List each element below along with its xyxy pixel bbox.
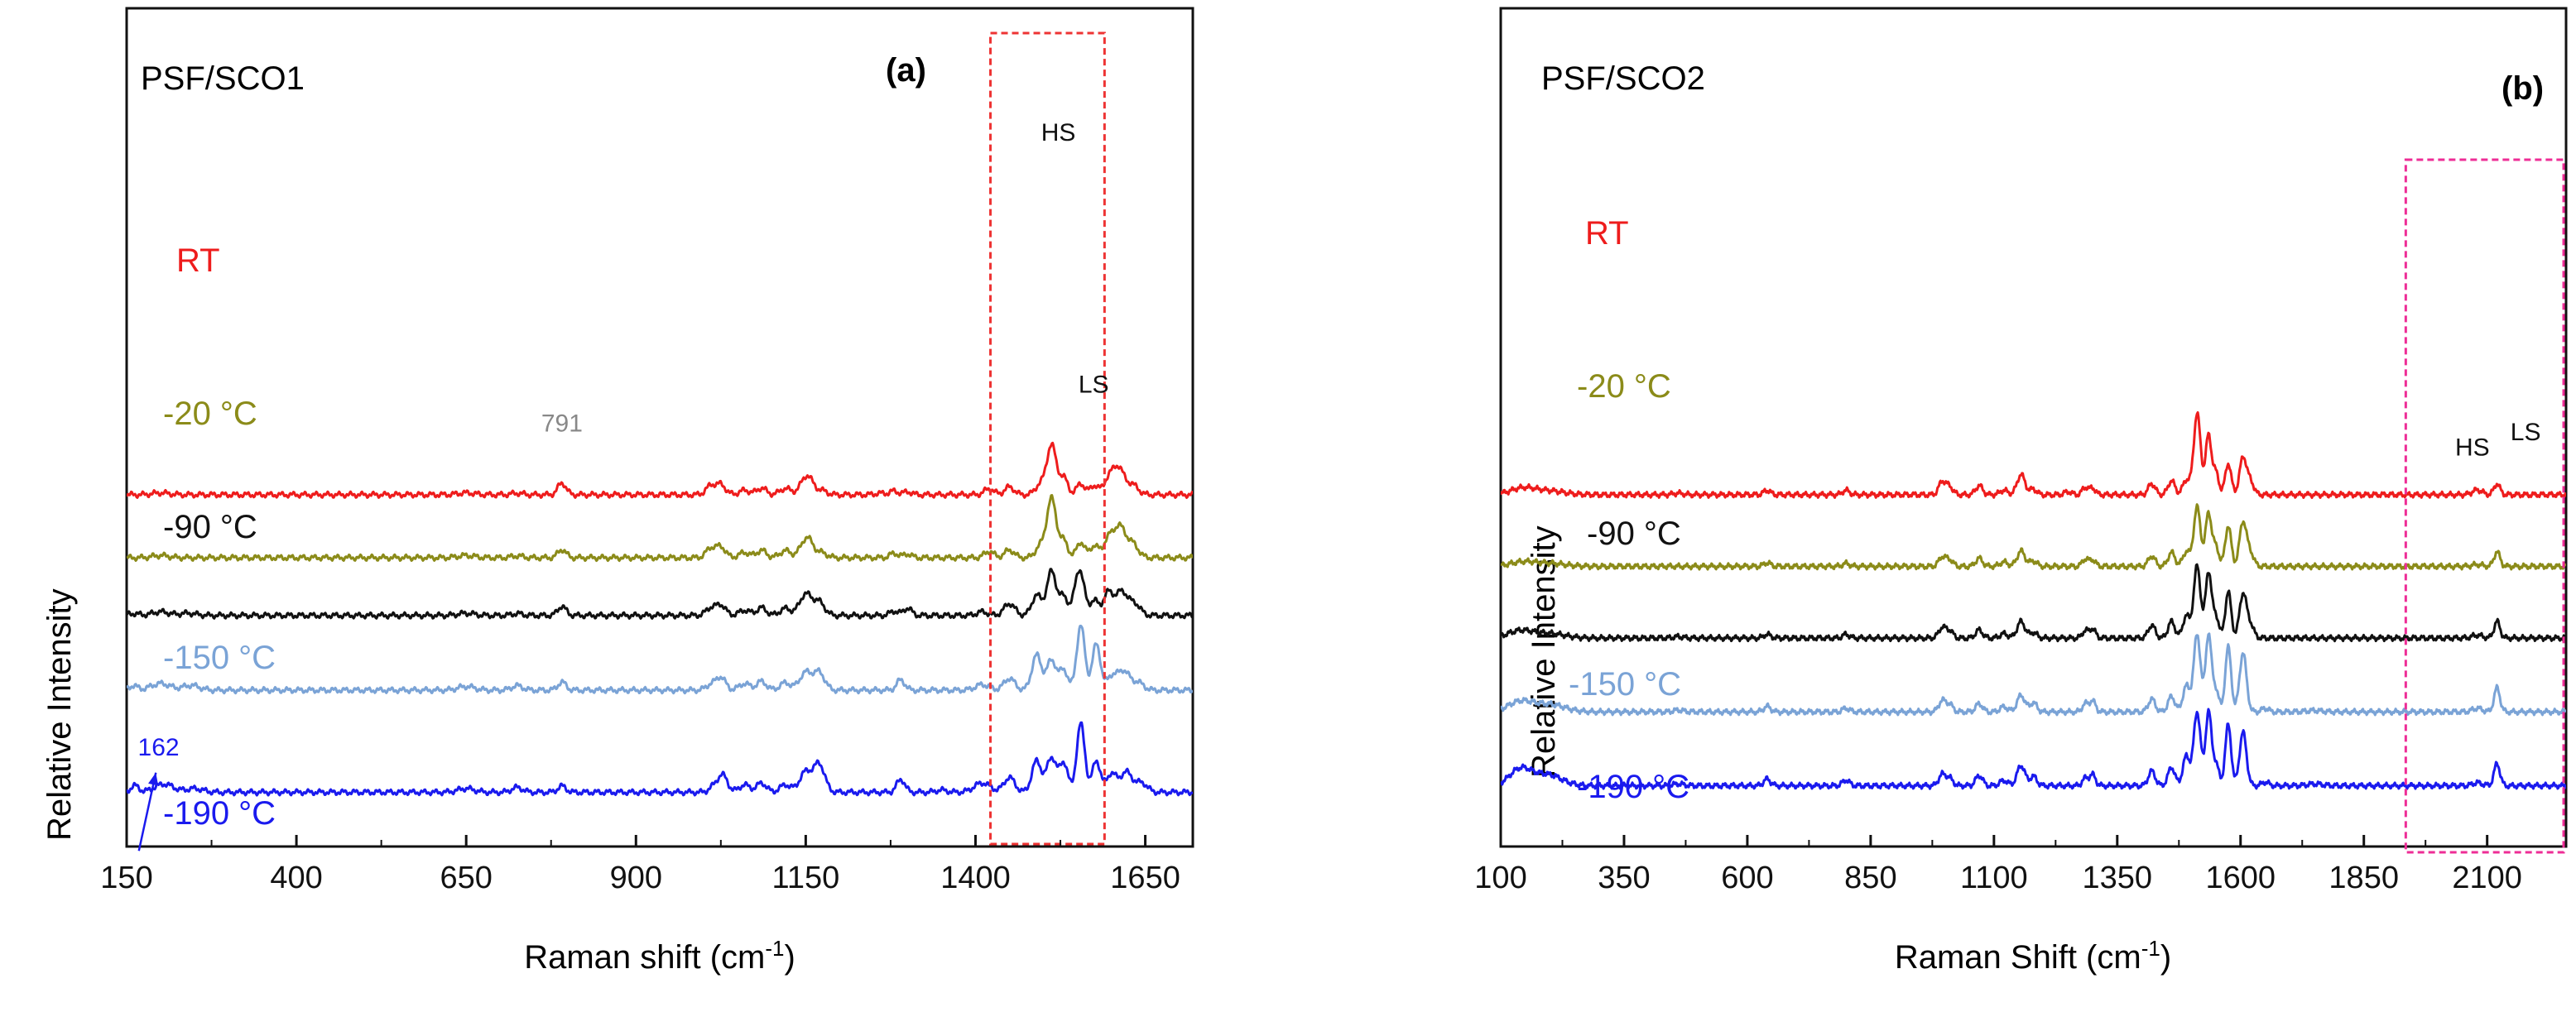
series-label-a-5: -190 °C [163, 795, 276, 832]
series-line-b-4 [1501, 632, 2566, 717]
series-label-b-1: RT [1585, 215, 1629, 252]
x-tick-label: 1150 [772, 861, 840, 895]
x-tick-label: 1350 [2083, 861, 2153, 895]
x-tick-label: 150 [100, 861, 152, 895]
x-ticks-a: 150 400 650 900 1150 1400 1650 [100, 835, 1180, 895]
series-label-b-4: -150 °C [1569, 666, 1681, 703]
plot-area-b: RT -20 °C -90 °C -150 °C -190 °C HS LS [1501, 158, 2566, 854]
annotation-ls: LS [1079, 372, 1109, 399]
x-tick-label: 400 [270, 861, 322, 895]
panel-label-a: (a) [886, 52, 926, 89]
series-line-a-3 [127, 568, 1193, 620]
sample-label-a: PSF/SCO1 [141, 60, 305, 97]
x-axis-label-a: Raman shift (cm-1) [524, 936, 795, 976]
series-label-b-3: -90 °C [1587, 516, 1681, 552]
y-axis-label-a: Relative Intensity [41, 588, 78, 841]
x-axis-label-b: Raman Shift (cm-1) [1895, 936, 2171, 976]
series-label-a-1: RT [176, 242, 220, 279]
y-axis-label-b: Relative Intensity [1526, 525, 1562, 778]
x-tick-label: 900 [610, 861, 662, 895]
series-label-a-3: -90 °C [163, 509, 257, 545]
x-tick-label: 2100 [2452, 861, 2522, 895]
panel-b: Relative Intensity RT -20 °C -90 °C -150 °C… [1474, 7, 2568, 976]
series-line-a-1 [127, 441, 1193, 499]
series-line-a-2 [127, 494, 1193, 563]
highlight-box-a [989, 31, 1106, 846]
annotation-hs: HS [2455, 434, 2490, 462]
highlight-box-b [2404, 158, 2565, 854]
x-tick-label: 1600 [2205, 861, 2276, 895]
annotation-ls: LS [2511, 419, 2541, 446]
x-tick-label: 1400 [940, 861, 1011, 895]
plot-frame-b [1499, 7, 2568, 848]
x-tick-label: 850 [1844, 861, 1896, 895]
x-tick-label: 350 [1598, 861, 1650, 895]
series-label-a-2: -20 °C [163, 396, 257, 432]
arrow-head-162 [148, 772, 159, 786]
series-line-b-5 [1501, 707, 2566, 790]
plot-frame-a [125, 7, 1194, 848]
series-line-a-5 [127, 721, 1193, 797]
x-tick-label: 650 [440, 861, 492, 895]
series-label-b-2: -20 °C [1577, 368, 1671, 405]
series-label-b-5: -190 °C [1577, 769, 1689, 805]
x-tick-label: 1100 [1960, 861, 2028, 895]
x-tick-label: 1850 [2328, 861, 2399, 895]
x-tick-label: 100 [1474, 861, 1526, 895]
arrow-162 [137, 772, 157, 851]
series-line-a-4 [127, 624, 1193, 695]
sample-label-b: PSF/SCO2 [1541, 60, 1705, 97]
x-tick-label: 1650 [1110, 861, 1180, 895]
panel-label-b: (b) [2502, 70, 2544, 107]
x-tick-label: 600 [1721, 861, 1773, 895]
x-ticks-b: 100 350 600 850 1100 1350 1600 1850 2100 [1474, 835, 2522, 895]
annotation-162: 162 [138, 734, 180, 761]
panel-a: Relative Intensity RT -20 °C -90 °C -150 °C… [41, 7, 1194, 976]
plot-area-a: RT -20 °C -90 °C -150 °C -190 °C 791 HS LS 162 [127, 31, 1193, 851]
series-line-b-3 [1501, 563, 2566, 643]
series-label-a-4: -150 °C [163, 640, 276, 676]
series-line-b-1 [1501, 411, 2566, 499]
annotation-791: 791 [541, 410, 583, 438]
annotation-hs: HS [1041, 119, 1076, 146]
series-line-b-2 [1501, 503, 2566, 571]
